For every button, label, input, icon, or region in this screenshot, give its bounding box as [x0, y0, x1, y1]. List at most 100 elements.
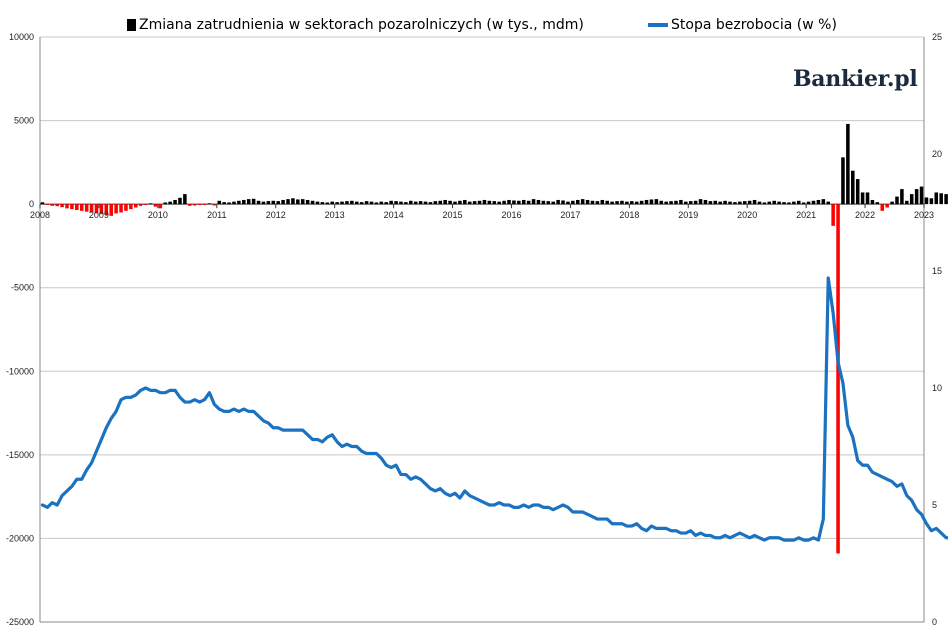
bar [266, 201, 271, 205]
bar [860, 192, 865, 205]
bar [84, 204, 89, 212]
y-left-tick-label: 0 [29, 199, 34, 209]
bar [934, 192, 939, 205]
bar [487, 200, 492, 205]
x-tick-label: 2008 [30, 210, 50, 220]
bar [836, 204, 840, 554]
bar [350, 200, 354, 205]
bar [369, 201, 374, 205]
bar [674, 200, 678, 205]
bar [40, 202, 45, 205]
bar [664, 201, 668, 205]
bar [610, 201, 614, 205]
bar [497, 201, 501, 205]
y-right-tick-label: 20 [932, 149, 942, 159]
x-axis-labels: 2008 2009 2010 2011 2012 2013 2014 2015 2016 2017… [30, 204, 934, 220]
bar [512, 200, 516, 205]
bar [79, 204, 84, 211]
bar [875, 202, 880, 205]
bar [841, 157, 845, 205]
bar [801, 202, 806, 205]
y-left-tick-label: 5000 [14, 116, 34, 126]
x-tick-label: 2010 [148, 210, 168, 220]
bar [330, 201, 334, 205]
bar [399, 201, 403, 205]
bar [600, 199, 605, 205]
bar [251, 198, 256, 205]
bar [227, 202, 231, 205]
legend-item-employment: Zmiana zatrudnienia w sektorach pozaroln… [127, 17, 584, 33]
bar [482, 199, 487, 205]
bar [566, 201, 570, 205]
bar [296, 199, 300, 205]
y-right-tick-label: 0 [932, 617, 937, 627]
bar [443, 199, 447, 205]
bar [153, 204, 158, 207]
bar [546, 201, 551, 205]
bar [428, 202, 433, 205]
bar [615, 201, 619, 205]
bar [124, 204, 128, 211]
bar [870, 199, 875, 205]
bar [335, 202, 339, 205]
bar [202, 204, 207, 205]
bar [178, 197, 182, 205]
bar [885, 204, 889, 208]
bar [752, 199, 757, 205]
bar [477, 200, 482, 205]
bar [65, 204, 69, 209]
legend-label-employment: Zmiana zatrudnienia w sektorach pozaroln… [139, 17, 584, 33]
x-tick-label: 2020 [737, 210, 757, 220]
bar [99, 204, 104, 215]
y-right-tick-label: 5 [932, 500, 937, 510]
x-tick-label: 2015 [443, 210, 463, 220]
bar [929, 198, 934, 205]
bar [914, 189, 919, 205]
bar [762, 202, 767, 205]
bar [880, 204, 885, 211]
bar [742, 201, 747, 205]
bar [728, 201, 732, 205]
bar [276, 201, 280, 205]
bar [104, 204, 109, 216]
bar [433, 201, 438, 205]
bar [634, 201, 639, 205]
bar [895, 196, 899, 205]
bar [846, 123, 850, 205]
bar [394, 201, 398, 205]
bar [507, 199, 511, 205]
bar [423, 201, 428, 205]
bar [796, 200, 801, 205]
bar [698, 199, 703, 205]
bar [453, 201, 457, 205]
bar [826, 201, 831, 205]
legend-label-unemployment: Stopa bezrobocia (w %) [671, 17, 837, 33]
y-left-tick-label: -5000 [11, 283, 34, 293]
bar [821, 199, 826, 205]
bar [669, 201, 673, 205]
bar [143, 204, 148, 205]
bar [708, 201, 713, 205]
bar [281, 199, 285, 205]
bar [188, 204, 192, 206]
bar [723, 200, 727, 205]
bar [688, 201, 693, 205]
y-right-tick-label: 15 [932, 266, 942, 276]
bar [787, 202, 791, 205]
x-tick-label: 2011 [207, 210, 226, 220]
bar [448, 200, 452, 205]
bar [418, 201, 423, 205]
bar [630, 201, 634, 205]
unemployment-line [40, 276, 948, 542]
bar [733, 202, 737, 205]
bar [561, 200, 565, 205]
bar [168, 201, 172, 205]
bar [890, 201, 894, 205]
bar [816, 199, 821, 205]
bar [158, 204, 163, 209]
x-tick-label: 2021 [796, 210, 816, 220]
bar [256, 200, 261, 205]
bar [526, 200, 531, 205]
bar [70, 204, 74, 210]
bar [467, 201, 472, 205]
